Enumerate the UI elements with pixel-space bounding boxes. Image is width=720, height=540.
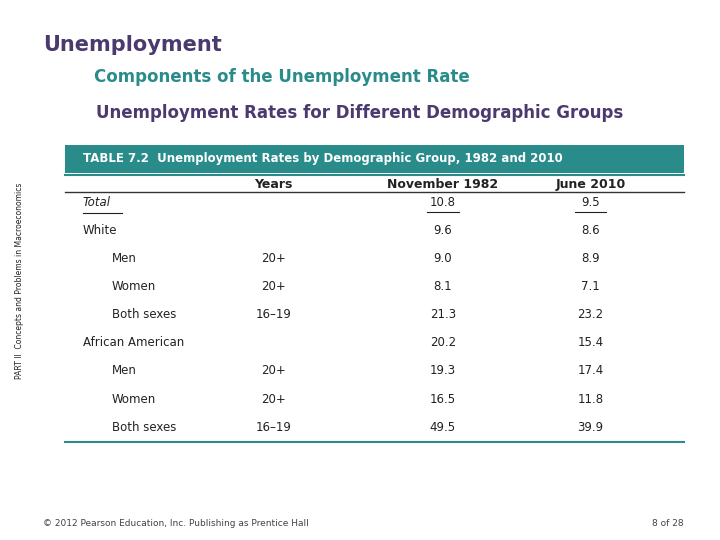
Text: 9.6: 9.6 xyxy=(433,224,452,237)
Text: Unemployment Rates for Different Demographic Groups: Unemployment Rates for Different Demogra… xyxy=(96,104,624,122)
Text: 19.3: 19.3 xyxy=(430,364,456,377)
Text: 20+: 20+ xyxy=(261,252,286,265)
Text: Women: Women xyxy=(112,280,156,293)
Text: 20+: 20+ xyxy=(261,280,286,293)
Text: 49.5: 49.5 xyxy=(430,421,456,434)
Text: 20+: 20+ xyxy=(261,364,286,377)
Text: 17.4: 17.4 xyxy=(577,364,603,377)
Text: Both sexes: Both sexes xyxy=(112,308,176,321)
Text: White: White xyxy=(83,224,117,237)
Text: 8.9: 8.9 xyxy=(581,252,600,265)
Text: 9.0: 9.0 xyxy=(433,252,452,265)
Text: June 2010: June 2010 xyxy=(555,178,626,191)
Text: 16–19: 16–19 xyxy=(256,308,292,321)
Text: 20+: 20+ xyxy=(261,393,286,406)
Text: 7.1: 7.1 xyxy=(581,280,600,293)
Text: 16–19: 16–19 xyxy=(256,421,292,434)
Text: 15.4: 15.4 xyxy=(577,336,603,349)
Text: Unemployment: Unemployment xyxy=(43,35,222,55)
Text: 10.8: 10.8 xyxy=(430,196,456,209)
Text: Men: Men xyxy=(112,364,137,377)
Text: 8.6: 8.6 xyxy=(581,224,600,237)
Text: 20.2: 20.2 xyxy=(430,336,456,349)
Text: Components of the Unemployment Rate: Components of the Unemployment Rate xyxy=(94,68,469,85)
Text: 8 of 28: 8 of 28 xyxy=(652,519,684,528)
Text: Men: Men xyxy=(112,252,137,265)
Text: African American: African American xyxy=(83,336,184,349)
Text: 23.2: 23.2 xyxy=(577,308,603,321)
Text: 9.5: 9.5 xyxy=(581,196,600,209)
Text: 16.5: 16.5 xyxy=(430,393,456,406)
Text: Both sexes: Both sexes xyxy=(112,421,176,434)
Text: 39.9: 39.9 xyxy=(577,421,603,434)
Text: Women: Women xyxy=(112,393,156,406)
Text: Total: Total xyxy=(83,196,111,209)
Text: Years: Years xyxy=(254,178,293,191)
Text: © 2012 Pearson Education, Inc. Publishing as Prentice Hall: © 2012 Pearson Education, Inc. Publishin… xyxy=(43,519,309,528)
Text: 21.3: 21.3 xyxy=(430,308,456,321)
Text: November 1982: November 1982 xyxy=(387,178,498,191)
Text: 11.8: 11.8 xyxy=(577,393,603,406)
Text: 8.1: 8.1 xyxy=(433,280,452,293)
Text: PART II  Concepts and Problems in Macroeconomics: PART II Concepts and Problems in Macroec… xyxy=(15,183,24,379)
Text: TABLE 7.2  Unemployment Rates by Demographic Group, 1982 and 2010: TABLE 7.2 Unemployment Rates by Demograp… xyxy=(83,152,562,165)
